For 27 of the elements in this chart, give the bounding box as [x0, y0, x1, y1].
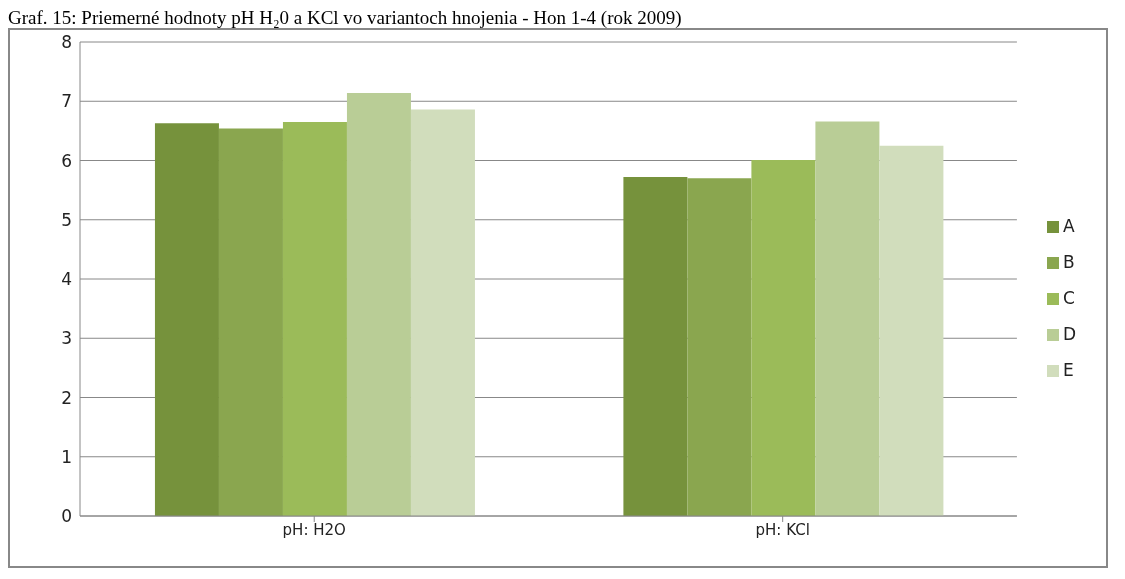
y-tick-label: 2 [61, 387, 72, 408]
y-tick-label: 8 [61, 32, 72, 53]
bar [154, 123, 219, 516]
y-tick-label: 3 [61, 328, 72, 349]
legend-label: E [1062, 360, 1074, 380]
y-tick-label: 5 [61, 209, 72, 230]
bar [751, 159, 816, 516]
y-tick-label: 0 [61, 506, 72, 527]
x-tick-label: pH: H2O [282, 520, 346, 539]
bar [410, 109, 475, 516]
y-tick-label: 1 [61, 446, 72, 467]
y-tick-label: 6 [61, 150, 72, 171]
bar [879, 145, 944, 516]
bar [815, 121, 880, 516]
chart-title: Graf. 15: Priemerné hodnoty pH H₂0 a KCl vo variantoch hnojenia - Hon 1-4 (rok 2009) [8, 7, 683, 28]
legend-label: A [1062, 216, 1075, 236]
legend-label: D [1062, 324, 1076, 344]
y-tick-label: 4 [61, 269, 72, 290]
y-tick-label: 7 [61, 91, 72, 112]
bar [218, 128, 283, 516]
bar [687, 178, 752, 516]
bar [282, 121, 347, 516]
bar [346, 92, 411, 516]
legend-label: B [1062, 252, 1075, 272]
legend-label: C [1062, 288, 1075, 308]
x-tick-label: pH: KCl [755, 520, 810, 539]
bar [623, 177, 688, 516]
